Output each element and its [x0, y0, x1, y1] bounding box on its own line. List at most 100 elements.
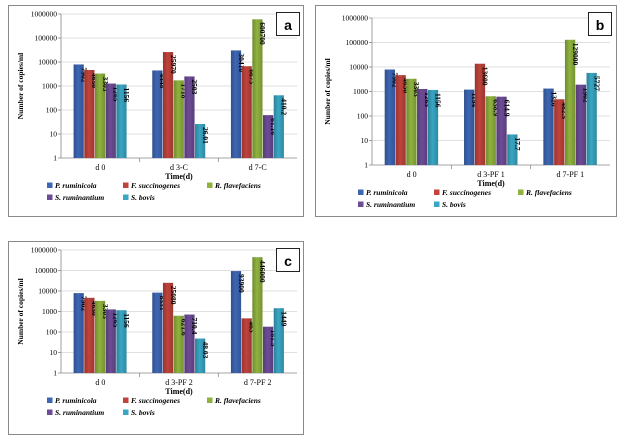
x-tick-label: d 0: [95, 378, 105, 387]
bar-f-succinogenes-d-3-pf-2: [162, 282, 174, 373]
data-label: 1902: [582, 88, 591, 103]
data-label: 8331: [158, 296, 167, 311]
legend-swatch: [434, 189, 440, 195]
y-tick-label: 100: [357, 112, 369, 121]
legend-label: R. flavefaciens: [525, 188, 572, 197]
data-label: 7902: [79, 296, 88, 311]
legend-label: R. flavefaciens: [214, 181, 261, 190]
legend-swatch: [207, 397, 213, 403]
y-axis-label: Number of copies/ml: [323, 58, 332, 125]
legend-swatch: [123, 194, 129, 200]
data-label: 5727: [592, 76, 601, 91]
legend-swatch: [47, 397, 53, 403]
x-tick-label: d 7-PF 1: [557, 170, 585, 179]
data-label: 93900: [237, 274, 246, 293]
data-label: 4650: [90, 73, 99, 88]
y-tick-label: 10000: [349, 63, 368, 72]
bar-r-flavefaciens-d-7-c: [252, 19, 263, 158]
y-tick-label: 100: [46, 328, 58, 337]
bar-r-flavefaciens-d-3-c: [173, 80, 184, 158]
y-tick-label: 1000000: [342, 14, 369, 23]
data-label: 1265: [423, 92, 432, 107]
legend-label: S. ruminantium: [366, 200, 415, 209]
bar-s-bovis-d-7-pf-1: [586, 72, 597, 165]
data-label: 17.7: [513, 137, 522, 150]
bar-f-succinogenes-d-7-pf-1: [554, 99, 565, 165]
data-label: 1156: [434, 93, 443, 108]
bar-p-ruminicola-d-3-pf-1: [464, 89, 475, 165]
chart-panel-c: 1 10 100 1000 10000 100000 1000000 Number of co…: [8, 241, 304, 435]
legend-label: F. succinogenes: [442, 188, 491, 197]
data-label: 446000: [258, 260, 267, 283]
data-label: 3303: [101, 77, 110, 92]
x-tick-label: d 3-PF 2: [165, 378, 193, 387]
x-tick-label: d 3-PF 1: [477, 170, 505, 179]
bar-s-bovis-d-7-c: [273, 95, 284, 158]
legend-swatch: [47, 409, 53, 415]
data-label: 1194: [470, 93, 479, 108]
data-label: 710.4: [190, 318, 199, 335]
chart-a-svg: 1 10 100 1000 10000 100000 1000000 Number of co…: [16, 10, 297, 202]
legend-label: S. ruminantium: [55, 193, 104, 202]
bar-f-succinogenes-d-3-c: [162, 52, 174, 158]
y-tick-label: 100: [46, 106, 58, 115]
data-label: 1156: [122, 313, 131, 328]
x-tick-label: d 0: [407, 170, 417, 179]
bar-s-ruminantium-d-7-pf-2: [263, 326, 274, 373]
legend-swatch: [123, 182, 129, 188]
legend-swatch: [434, 201, 440, 207]
y-tick-label: 10000: [38, 287, 57, 296]
bar-f-succinogenes-d-3-pf-1: [474, 63, 486, 165]
data-label: 4448: [158, 73, 167, 88]
data-label: 48.03: [201, 342, 210, 359]
data-label: 638.9: [492, 99, 501, 116]
data-label: 2503: [190, 79, 199, 94]
legend-label: R. flavefaciens: [214, 396, 261, 405]
bar-s-ruminantium-d-3-pf-1: [496, 96, 507, 165]
legend-swatch: [123, 409, 129, 415]
bar-f-succinogenes-d-0: [84, 69, 95, 158]
data-label: 1156: [122, 87, 131, 102]
y-tick-label: 10: [50, 348, 58, 357]
data-label: 410.2: [280, 98, 289, 115]
bar-s-bovis-d-0: [116, 84, 127, 158]
legend-label: P. ruminicola: [55, 396, 97, 405]
y-tick-label: 1000: [353, 87, 368, 96]
data-label: 3303: [101, 304, 110, 319]
legend-swatch: [207, 182, 213, 188]
chart-panel-b: 1 10 100 1000 10000 100000 1000000 Number of co…: [315, 5, 617, 217]
data-label: 30410: [237, 53, 246, 72]
data-label: 1320: [549, 92, 558, 107]
bar-p-ruminicola-d-3-c: [152, 70, 163, 158]
data-label: 3303: [412, 82, 421, 97]
x-tick-label: d 3-C: [170, 163, 188, 172]
bar-s-ruminantium-d-0: [417, 88, 428, 165]
bar-p-ruminicola-d-3-pf-2: [152, 292, 163, 373]
bar-s-ruminantium-d-7-pf-1: [575, 84, 587, 165]
legend-label: P. ruminicola: [55, 181, 97, 190]
legend-label: S. bovis: [442, 200, 466, 209]
y-tick-label: 1: [53, 369, 57, 378]
bar-r-flavefaciens-d-7-pf-1: [564, 39, 576, 165]
data-label: 181.5: [269, 330, 278, 347]
legend-swatch: [47, 182, 53, 188]
data-label: 614.9: [502, 100, 511, 117]
bar-s-bovis-d-3-pf-2: [195, 338, 206, 373]
bar-p-ruminicola-d-0: [384, 69, 395, 165]
legend-label: S. ruminantium: [55, 408, 104, 417]
bar-s-bovis-d-3-c: [195, 124, 206, 158]
x-axis-label: Time(d): [165, 172, 193, 181]
bar-r-flavefaciens-d-7-pf-2: [252, 257, 263, 373]
legend-swatch: [518, 189, 524, 195]
legend-label: S. bovis: [131, 193, 155, 202]
bar-f-succinogenes-d-7-pf-2: [241, 318, 252, 373]
legend-swatch: [358, 201, 364, 207]
bar-s-bovis-d-3-pf-1: [507, 134, 518, 165]
chart-b-svg: 1 10 100 1000 10000 100000 1000000 Number of co…: [323, 14, 610, 209]
bar-p-ruminicola-d-0: [73, 64, 84, 158]
y-tick-label: 100000: [35, 34, 58, 43]
data-label: 1449: [280, 311, 289, 326]
bar-p-ruminicola-d-7-pf-1: [543, 88, 554, 165]
x-axis-label: Time(d): [165, 387, 193, 396]
y-tick-label: 100000: [35, 266, 58, 275]
